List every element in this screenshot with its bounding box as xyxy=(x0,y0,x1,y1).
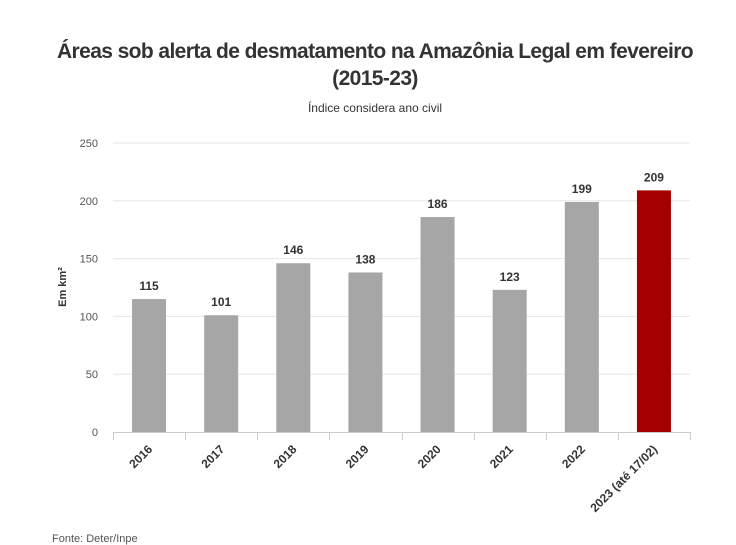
x-tick-label: 2020 xyxy=(415,442,444,471)
bar xyxy=(204,315,239,432)
bar xyxy=(420,216,455,432)
chart-source: Fonte: Deter/Inpe xyxy=(52,533,138,545)
bar xyxy=(564,201,599,432)
data-label: 115 xyxy=(139,279,159,293)
x-tick-label: 2021 xyxy=(487,442,516,471)
y-tick-label: 250 xyxy=(80,138,98,150)
x-tick-label: 2022 xyxy=(559,442,588,471)
data-labels: 115 101 146 138 186 123 199 209 xyxy=(139,170,664,309)
x-axis xyxy=(113,432,691,440)
y-tick-label: 200 xyxy=(80,196,98,208)
y-tick-label: 0 xyxy=(92,427,98,439)
x-tick-label: 2016 xyxy=(126,442,155,471)
bar xyxy=(492,289,527,432)
y-axis-ticks: 0 50 100 150 200 250 xyxy=(80,138,98,439)
bar xyxy=(276,263,311,432)
x-tick-label: 2017 xyxy=(199,442,228,471)
chart-subtitle: Índice considera ano civil xyxy=(307,101,443,115)
bar xyxy=(348,272,383,432)
x-tick-label: 2019 xyxy=(343,442,372,471)
data-label: 123 xyxy=(500,270,520,284)
bar xyxy=(132,299,167,432)
data-label: 199 xyxy=(572,182,592,196)
chart-title: Áreas sob alerta de desmatamento na Amaz… xyxy=(0,38,736,92)
y-tick-label: 150 xyxy=(80,254,98,266)
bars xyxy=(132,190,671,432)
data-label: 138 xyxy=(355,252,375,266)
data-label: 186 xyxy=(428,197,448,211)
y-axis-label: Em km² xyxy=(57,267,69,307)
bar xyxy=(636,190,671,432)
grid-lines xyxy=(113,142,690,375)
x-axis-ticks: 2016 2017 2018 2019 2020 2021 2022 2023 (até 17… xyxy=(126,442,660,515)
chart-title-line1: Áreas sob alerta de desmatamento na Amaz… xyxy=(56,40,694,63)
x-tick-label: 2018 xyxy=(271,442,300,471)
data-label: 209 xyxy=(644,170,664,184)
data-label: 146 xyxy=(283,243,303,257)
y-tick-label: 50 xyxy=(86,369,98,381)
x-tick-label: 2023 (até 17/02) xyxy=(587,442,660,515)
chart-title-line2: (2015-23) xyxy=(332,67,418,90)
data-label: 101 xyxy=(211,295,231,309)
y-tick-label: 100 xyxy=(80,311,98,323)
